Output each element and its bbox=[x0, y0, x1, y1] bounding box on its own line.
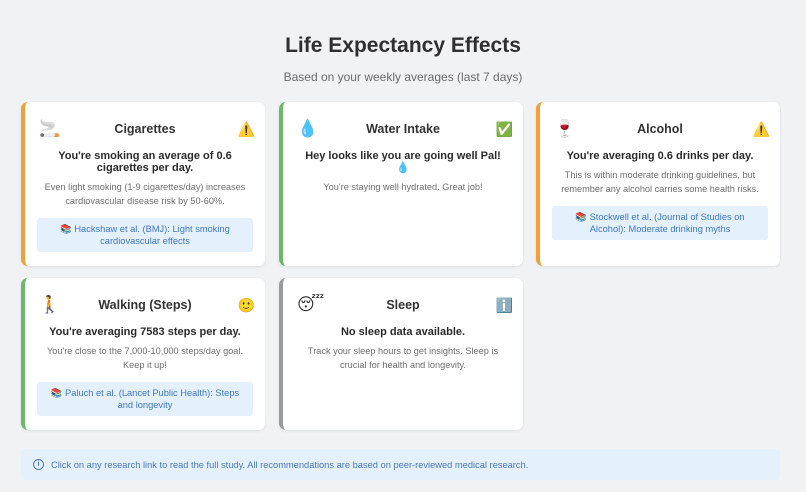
card-headline: You're averaging 7583 steps per day. bbox=[49, 326, 241, 338]
card-alcohol: 🍷 Alcohol ⚠️ You're averaging 0.6 drinks… bbox=[536, 102, 780, 266]
card-description: You're staying well hydrated. Great job! bbox=[323, 182, 483, 192]
card-description: Even light smoking (1-9 cigarettes/day) … bbox=[44, 182, 246, 206]
card-headline: No sleep data available. bbox=[340, 326, 466, 338]
card-header: 🍷 Alcohol ⚠️ bbox=[552, 117, 770, 141]
card-headline: You're averaging 0.6 drinks per day. bbox=[566, 150, 754, 162]
card-water-intake: 💧 Water Intake ✅ Hey looks like you are … bbox=[279, 102, 523, 266]
walking-person-icon: 🚶 bbox=[39, 295, 61, 314]
research-link-stockwell[interactable]: 📚 Stockwell et al. (Journal of Studies o… bbox=[552, 206, 768, 240]
research-link-hackshaw[interactable]: 📚 Hackshaw et al. (BMJ): Light smoking c… bbox=[37, 218, 253, 252]
sleeping-face-icon: 😴 bbox=[297, 295, 325, 314]
card-header: 🚬 Cigarettes ⚠️ bbox=[37, 117, 255, 141]
water-drop-icon: 💧 bbox=[297, 119, 319, 138]
card-description: This is within moderate drinking guideli… bbox=[561, 170, 759, 194]
card-title: Alcohol bbox=[637, 122, 683, 136]
card-title: Cigarettes bbox=[114, 122, 176, 136]
wine-glass-icon: 🍷 bbox=[554, 119, 576, 138]
info-circle-icon: i bbox=[33, 459, 44, 470]
card-headline: You're smoking an average of 0.6 cigaret… bbox=[58, 150, 232, 174]
footer-info-note: i Click on any research link to read the… bbox=[21, 449, 780, 480]
smile-icon: 🙂 bbox=[237, 297, 255, 313]
card-header: 🚶 Walking (Steps) 🙂 bbox=[37, 293, 255, 317]
card-header: 💧 Water Intake ✅ bbox=[295, 117, 513, 141]
warning-icon: ⚠️ bbox=[237, 121, 255, 137]
research-link-paluch[interactable]: 📚 Paluch et al. (Lancet Public Health): … bbox=[37, 382, 253, 416]
card-headline: Hey looks like you are going well Pal! 💧 bbox=[305, 150, 501, 174]
card-sleep: 😴 Sleep ℹ️ No sleep data available. Trac… bbox=[279, 278, 523, 430]
warning-icon: ⚠️ bbox=[752, 121, 770, 137]
check-icon: ✅ bbox=[495, 121, 513, 137]
card-title: Sleep bbox=[386, 298, 420, 312]
card-walking-steps: 🚶 Walking (Steps) 🙂 You're averaging 758… bbox=[21, 278, 265, 430]
card-description: Track your sleep hours to get insights. … bbox=[307, 346, 499, 370]
card-header: 😴 Sleep ℹ️ bbox=[295, 293, 513, 317]
cigarette-icon: 🚬 bbox=[39, 119, 61, 138]
card-title: Water Intake bbox=[366, 122, 440, 136]
page-subtitle: Based on your weekly averages (last 7 da… bbox=[283, 70, 523, 84]
card-cigarettes: 🚬 Cigarettes ⚠️ You're smoking an averag… bbox=[21, 102, 265, 266]
footer-note-text: Click on any research link to read the f… bbox=[51, 459, 529, 470]
card-description: You're close to the 7,000-10,000 steps/d… bbox=[46, 346, 244, 370]
info-icon: ℹ️ bbox=[495, 297, 513, 313]
page-title: Life Expectancy Effects bbox=[285, 34, 521, 57]
card-title: Walking (Steps) bbox=[98, 298, 192, 312]
